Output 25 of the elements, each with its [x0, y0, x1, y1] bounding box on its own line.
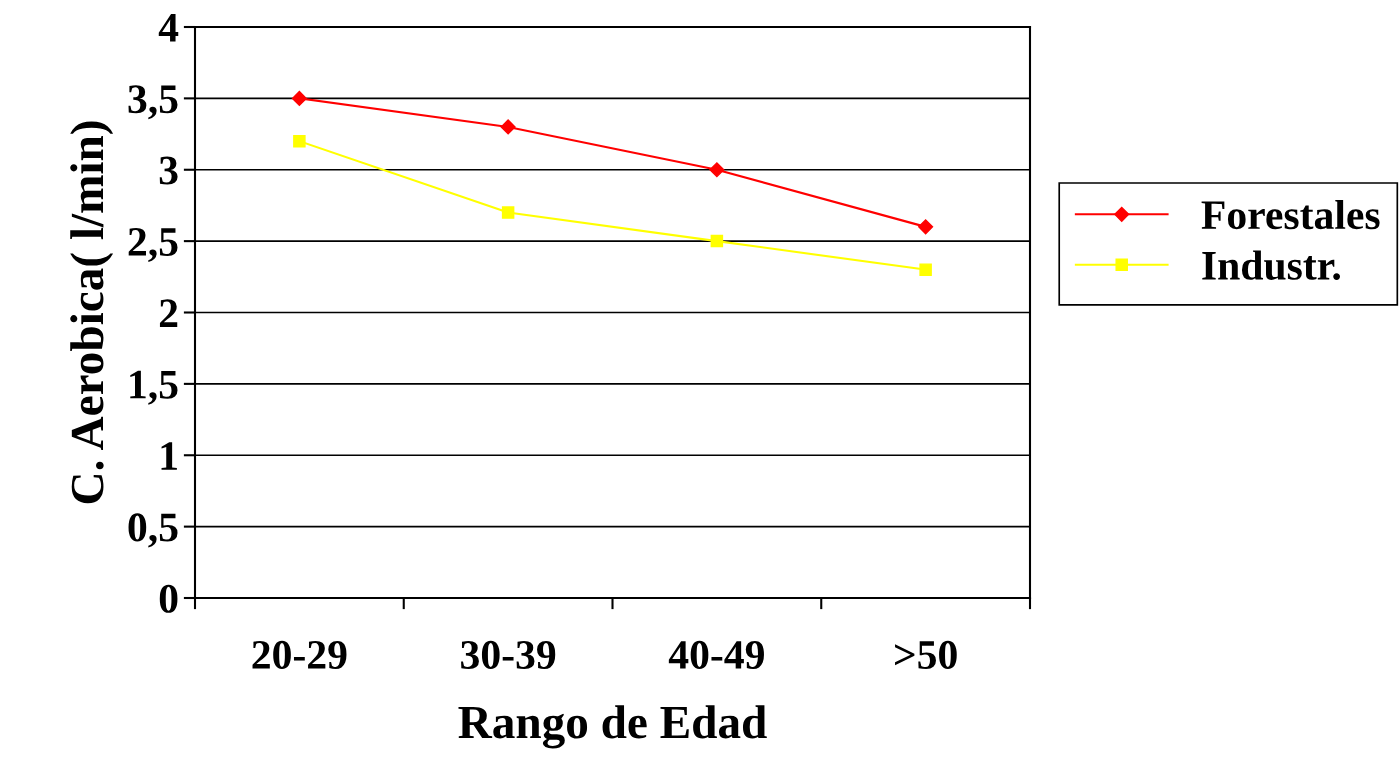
point [918, 219, 934, 235]
y-tick-label: 3 [159, 156, 178, 185]
y-tick-label: 2 [159, 299, 178, 327]
y-tick-label: 1,5 [130, 370, 178, 405]
point [710, 234, 724, 248]
legend-label: Forestales [1201, 199, 1380, 230]
point [291, 90, 307, 106]
legend-label: Industr. [1202, 250, 1340, 280]
x-tick-label: 40-49 [668, 640, 764, 669]
x-tick-label: >50 [895, 640, 957, 669]
y-tick-label: 1 [161, 442, 177, 470]
point [919, 263, 932, 276]
point [293, 134, 306, 148]
y-tick-label: 3,5 [128, 85, 178, 120]
x-tick-label: 30-39 [461, 640, 556, 669]
y-axis-title: C. Aerobica( l/min) [70, 121, 114, 504]
y-tick-label: 4 [158, 14, 179, 42]
y-tick-label: 0,5 [128, 513, 178, 548]
x-tick-label: 20-29 [252, 640, 347, 669]
y-tick-label: 2,5 [128, 227, 178, 263]
x-axis-title: Rango de Edad [458, 705, 767, 749]
point [500, 119, 516, 135]
point [709, 162, 725, 178]
y-tick-label: 0 [159, 584, 178, 613]
point [501, 206, 515, 219]
